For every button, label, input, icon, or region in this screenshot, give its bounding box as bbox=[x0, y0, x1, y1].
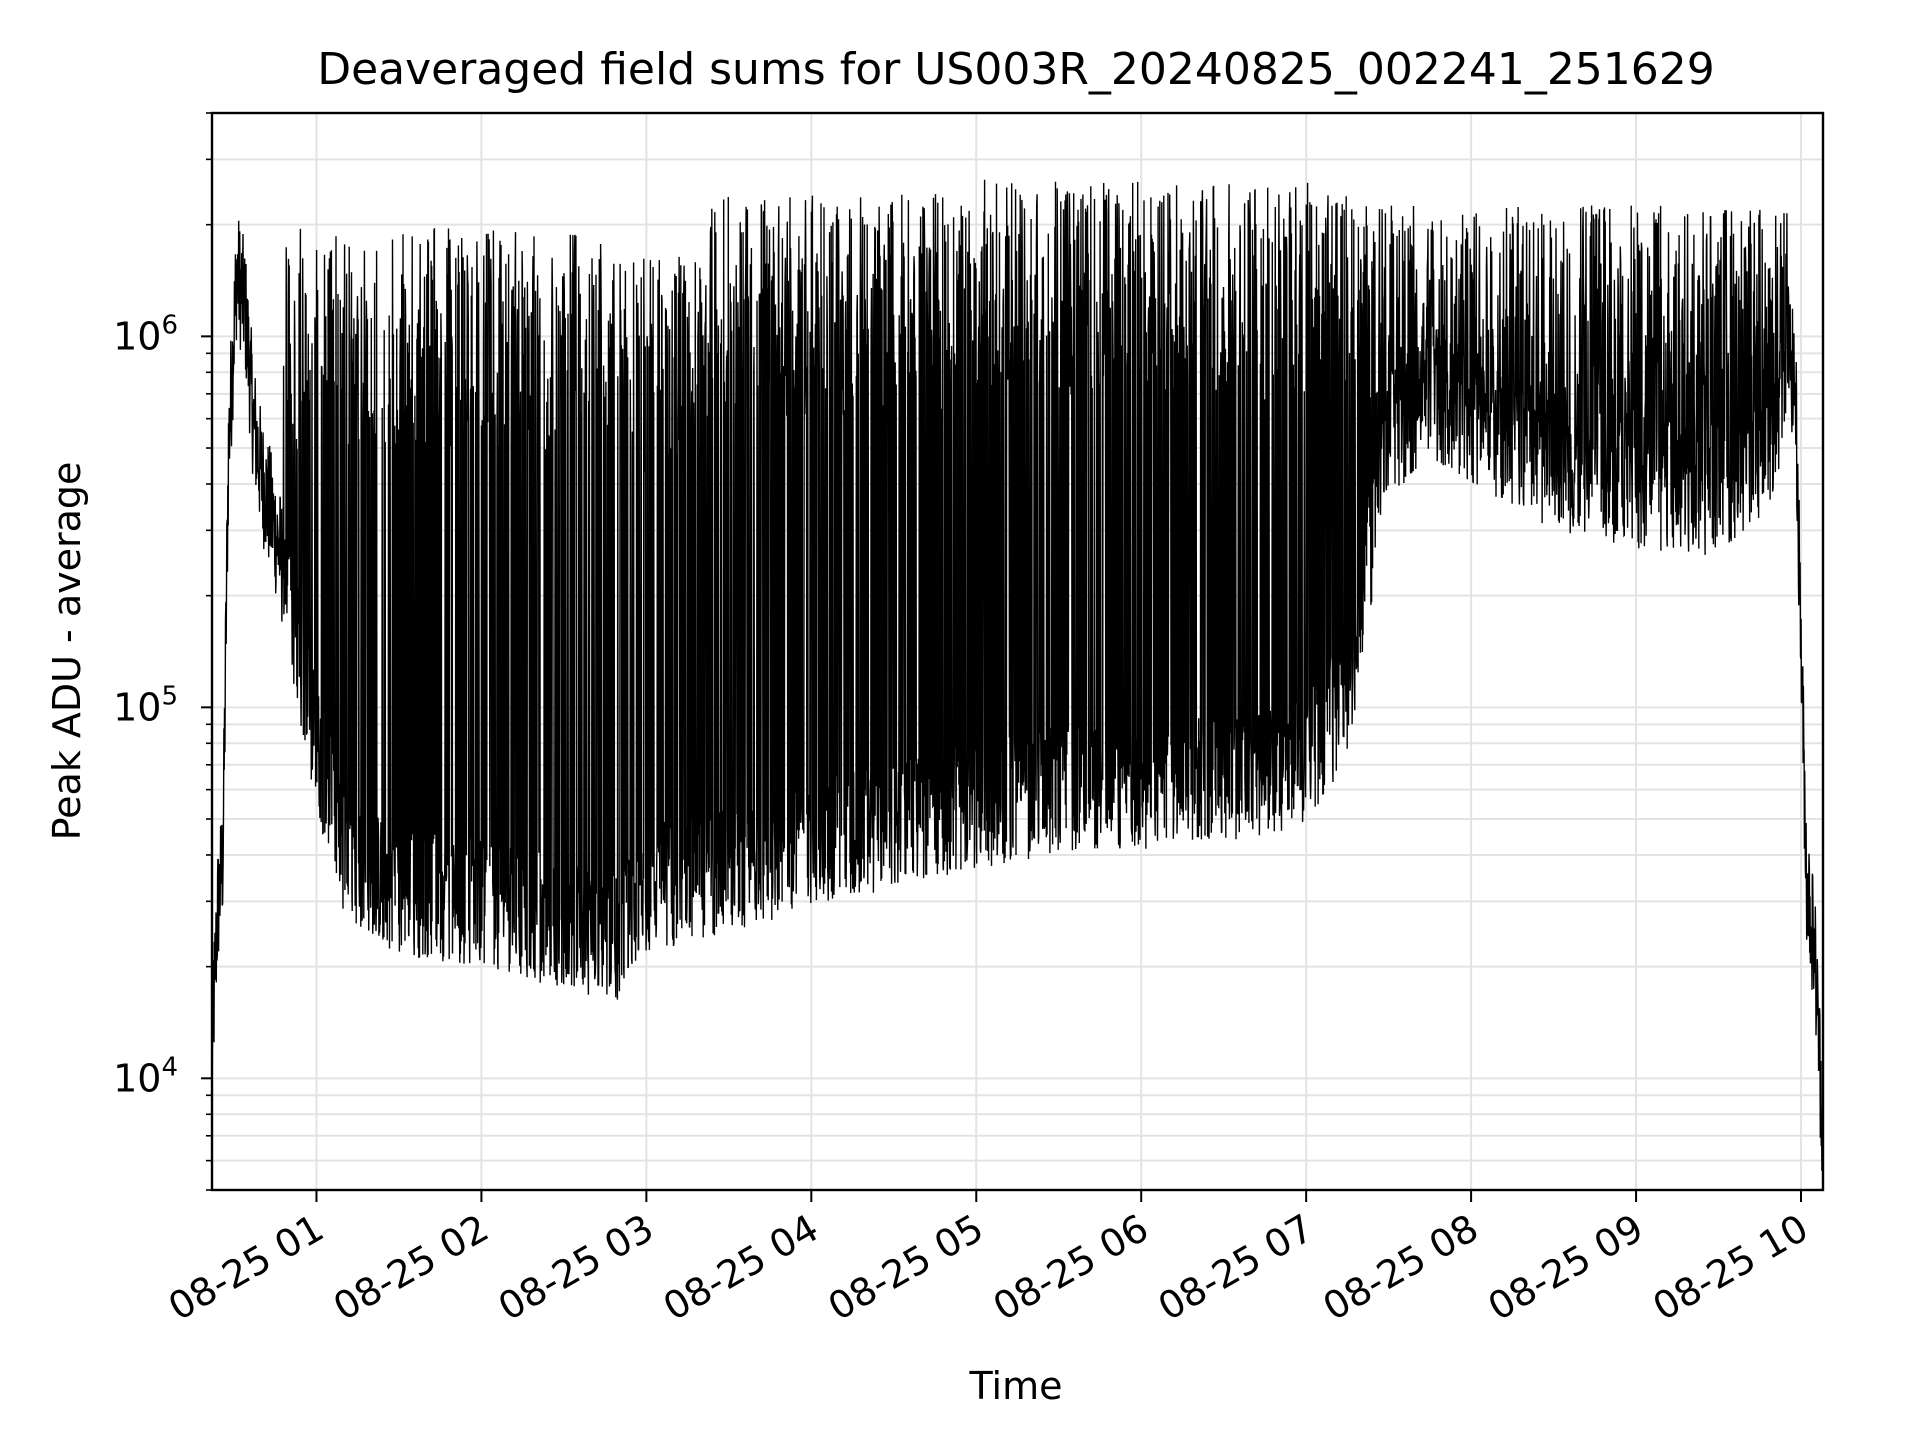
series-line bbox=[211, 179, 1824, 1171]
y-axis-label: Peak ADU - average bbox=[45, 462, 89, 841]
y-tick-label: 104 bbox=[113, 1052, 178, 1100]
plot-frame bbox=[210, 111, 1825, 1192]
y-tick-label: 106 bbox=[113, 310, 178, 358]
x-axis-label: Time bbox=[969, 1364, 1063, 1408]
y-tick-exponent: 6 bbox=[161, 310, 178, 340]
y-tick-label: 105 bbox=[113, 681, 178, 729]
y-tick-base: 10 bbox=[113, 685, 161, 729]
y-tick-exponent: 4 bbox=[161, 1052, 178, 1082]
y-tick-base: 10 bbox=[113, 314, 161, 358]
chart-title: Deaveraged field sums for US003R_2024082… bbox=[317, 44, 1715, 95]
y-tick-exponent: 5 bbox=[161, 681, 178, 711]
data-line bbox=[211, 179, 1824, 1171]
y-tick-base: 10 bbox=[113, 1056, 161, 1100]
